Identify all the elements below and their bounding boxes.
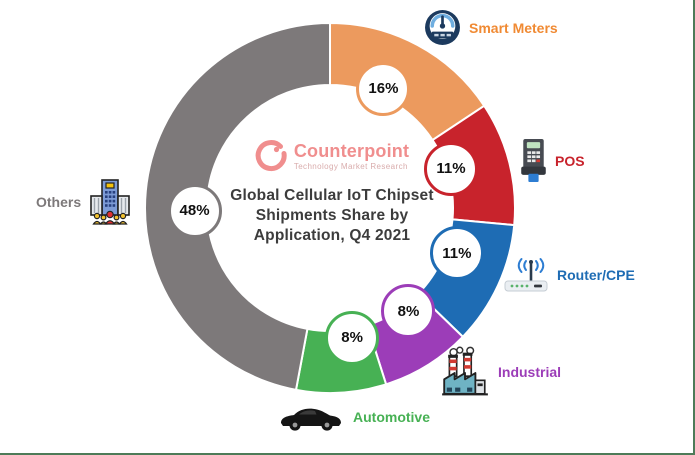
chart-title: Global Cellular IoT Chipset Shipments Sh…	[213, 186, 451, 246]
segment-value-label: 48%	[167, 183, 222, 238]
factory-icon	[440, 346, 490, 398]
segment-value-label: 16%	[356, 61, 411, 116]
legend-smart-meters: Smart Meters	[424, 9, 558, 46]
logo-tagline: Technology Market Research	[293, 161, 408, 171]
legend-automotive: Automotive	[277, 402, 430, 432]
chart-title-line: Global Cellular IoT Chipset	[230, 187, 434, 204]
legend-label: POS	[555, 152, 585, 169]
legend-industrial: Industrial	[440, 346, 561, 398]
pos-terminal-icon	[520, 138, 547, 183]
legend-router-cpe: Router/CPE	[503, 256, 635, 294]
legend-label: Automotive	[353, 409, 430, 425]
smart-meter-icon	[424, 9, 461, 46]
legend-label: Router/CPE	[557, 267, 635, 283]
legend-pos: POS	[520, 138, 585, 183]
counterpoint-logo-icon	[255, 140, 287, 172]
donut-segment-others	[144, 22, 331, 391]
chart-title-line: Application, Q4 2021	[253, 227, 411, 244]
building-people-icon	[89, 178, 131, 226]
segment-value-label: 8%	[325, 310, 380, 365]
counterpoint-logo: Counterpoint Technology Market Research	[213, 140, 451, 172]
legend-label: Industrial	[498, 364, 562, 380]
chart-center: Counterpoint Technology Market Research …	[213, 140, 451, 246]
segment-value-label: 8%	[381, 284, 436, 339]
legend-others: Others	[36, 178, 131, 226]
legend-label: Smart Meters	[469, 19, 558, 36]
legend-label: Others	[36, 194, 82, 210]
logo-brand: Counterpoint	[293, 140, 410, 161]
segment-value-label: 11%	[429, 226, 484, 281]
router-icon	[503, 256, 549, 294]
chart-title-line: Shipments Share by	[255, 207, 409, 224]
car-icon	[277, 402, 345, 432]
segment-value-label: 11%	[424, 141, 478, 196]
